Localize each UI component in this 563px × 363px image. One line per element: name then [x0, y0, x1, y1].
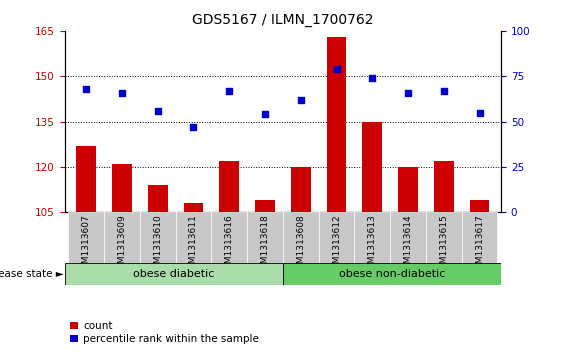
Bar — [184, 203, 203, 212]
Bar — [65, 263, 283, 285]
Bar — [283, 212, 319, 263]
Point — [153, 108, 162, 114]
Bar — [390, 212, 426, 263]
Point — [368, 75, 377, 81]
Legend: count, percentile rank within the sample: count, percentile rank within the sample — [70, 321, 260, 344]
Point — [225, 88, 234, 94]
Bar — [255, 200, 275, 212]
Bar — [176, 212, 211, 263]
Text: GSM1313609: GSM1313609 — [118, 214, 127, 275]
Text: GSM1313616: GSM1313616 — [225, 214, 234, 275]
Bar — [148, 185, 168, 212]
Point — [118, 90, 127, 95]
Bar — [211, 212, 247, 263]
Bar — [470, 200, 489, 212]
Bar — [220, 161, 239, 212]
Text: GSM1313607: GSM1313607 — [82, 214, 91, 275]
Text: GSM1313613: GSM1313613 — [368, 214, 377, 275]
Text: GSM1313617: GSM1313617 — [475, 214, 484, 275]
Text: GSM1313611: GSM1313611 — [189, 214, 198, 275]
Bar — [462, 212, 498, 263]
Text: GSM1313610: GSM1313610 — [153, 214, 162, 275]
Bar — [112, 164, 132, 212]
Bar — [291, 167, 311, 212]
Bar — [140, 212, 176, 263]
Text: GSM1313615: GSM1313615 — [439, 214, 448, 275]
Bar — [327, 37, 346, 212]
Point — [332, 66, 341, 72]
Text: disease state ►: disease state ► — [0, 269, 64, 279]
Point — [404, 90, 413, 95]
Text: obese diabetic: obese diabetic — [133, 269, 215, 279]
Text: GSM1313618: GSM1313618 — [261, 214, 270, 275]
Bar — [434, 161, 454, 212]
Text: GSM1313614: GSM1313614 — [404, 214, 413, 274]
Point — [82, 86, 91, 92]
Bar — [247, 212, 283, 263]
Point — [261, 111, 270, 117]
Text: GSM1313612: GSM1313612 — [332, 214, 341, 274]
Bar — [68, 212, 104, 263]
Text: GSM1313608: GSM1313608 — [296, 214, 305, 275]
Bar — [283, 263, 501, 285]
Bar — [319, 212, 355, 263]
Bar — [426, 212, 462, 263]
Point — [296, 97, 305, 103]
Title: GDS5167 / ILMN_1700762: GDS5167 / ILMN_1700762 — [192, 13, 374, 27]
Bar — [104, 212, 140, 263]
Text: obese non-diabetic: obese non-diabetic — [339, 269, 445, 279]
Bar — [77, 146, 96, 212]
Bar — [398, 167, 418, 212]
Bar — [363, 122, 382, 212]
Point — [475, 110, 484, 115]
Bar — [355, 212, 390, 263]
Point — [439, 88, 448, 94]
Point — [189, 124, 198, 130]
